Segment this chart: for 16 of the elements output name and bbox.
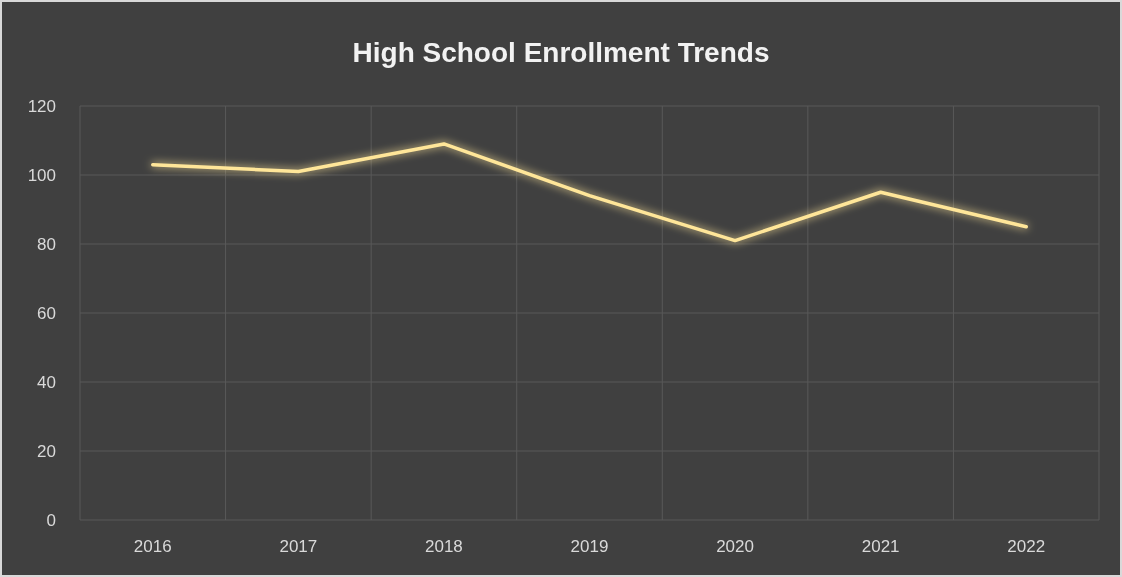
y-tick-label: 60 (37, 303, 56, 323)
y-tick-label: 80 (37, 234, 56, 254)
x-tick-label: 2020 (716, 537, 754, 556)
line-series (151, 142, 1028, 243)
y-tick-label: 120 (27, 96, 56, 116)
x-tick-label: 2021 (861, 537, 900, 556)
chart-title: High School Enrollment Trends (352, 37, 770, 68)
y-tick-label: 0 (46, 510, 56, 530)
x-tick-label: 2019 (570, 537, 609, 556)
x-tick-label: 2018 (425, 537, 463, 556)
y-tick-label: 100 (27, 165, 56, 185)
y-tick-label: 40 (37, 372, 56, 392)
x-tick-label: 2017 (279, 537, 318, 556)
x-tick-label: 2016 (133, 537, 172, 556)
x-tick-label: 2022 (1007, 537, 1046, 556)
y-tick-label: 20 (37, 441, 56, 461)
